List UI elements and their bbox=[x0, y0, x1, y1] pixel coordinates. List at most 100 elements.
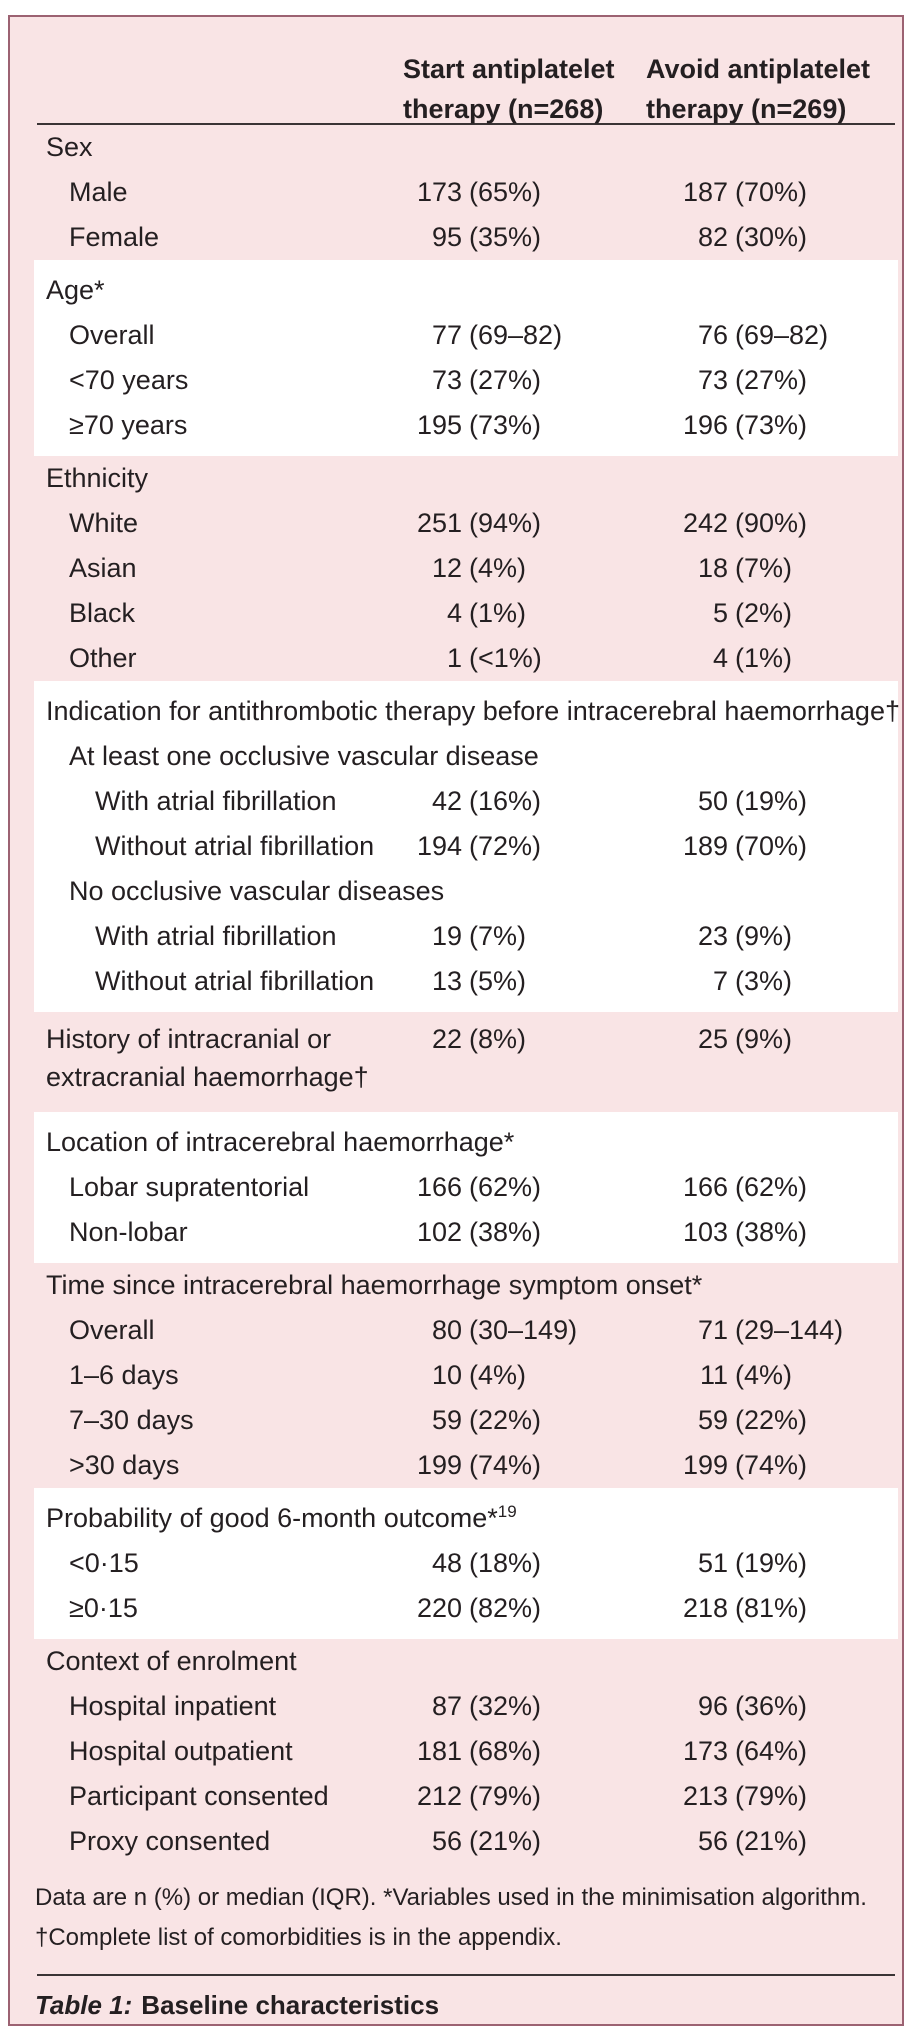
row-label: White bbox=[69, 508, 139, 538]
row-label: Hospital outpatient bbox=[69, 1736, 293, 1766]
c1-count: 166 bbox=[416, 1172, 462, 1202]
c2-percent: (27%) bbox=[735, 365, 808, 395]
c2-count: 103 bbox=[682, 1217, 728, 1247]
table-row: Sex bbox=[34, 125, 898, 170]
c2-count: 71 bbox=[697, 1315, 728, 1345]
table-section: Time since intracerebral haemorrhage sym… bbox=[34, 1263, 898, 1488]
c1-count: 10 bbox=[431, 1360, 462, 1390]
table-row: Male 173 (65%) 187 (70%) bbox=[34, 170, 898, 215]
c1-percent: (7%) bbox=[469, 921, 527, 951]
c1-percent: (4%) bbox=[469, 553, 527, 583]
c1-percent: (21%) bbox=[469, 1826, 542, 1856]
table-row: Ethnicity bbox=[34, 456, 898, 501]
row-label: Black bbox=[69, 598, 136, 628]
c2-count: 56 bbox=[697, 1826, 728, 1856]
row-label: <0·15 bbox=[69, 1548, 139, 1578]
c1-count: 56 bbox=[431, 1826, 462, 1856]
c2-percent: (3%) bbox=[735, 966, 793, 996]
c1-percent: (68%) bbox=[469, 1736, 542, 1766]
c1-count: 194 bbox=[416, 831, 462, 861]
caption-rule bbox=[37, 1974, 895, 1976]
c2-count: 11 bbox=[699, 1360, 728, 1390]
c1-percent: (62%) bbox=[469, 1172, 542, 1202]
table-body: Sex Male 173 (65%) 187 (70%) Female 95 (35%) 82 (3… bbox=[10, 125, 902, 1864]
column-header-start: Start antiplatelet therapy (n=268) bbox=[403, 54, 615, 124]
table-row: Location of intracerebral haemorrhage* bbox=[34, 1120, 898, 1165]
c2-count: 50 bbox=[697, 786, 728, 816]
table-header: Start antiplatelet therapy (n=268) Avoid a… bbox=[10, 17, 902, 124]
c2-count: 96 bbox=[697, 1691, 728, 1721]
column-header-avoid: Avoid antiplatelet therapy (n=269) bbox=[646, 54, 871, 124]
table-row: ≥0·15 220 (82%) 218 (81%) bbox=[34, 1586, 898, 1631]
row-label: ≥0·15 bbox=[69, 1593, 138, 1623]
row-label: Male bbox=[69, 177, 128, 207]
c1-percent: (16%) bbox=[469, 786, 542, 816]
c1-percent: (4%) bbox=[469, 1360, 527, 1390]
row-label: Probability of good 6-month outcome*19 bbox=[46, 1502, 517, 1533]
table-row: White 251 (94%) 242 (90%) bbox=[34, 501, 898, 546]
c1-percent: (73%) bbox=[469, 410, 542, 440]
table-section: Indication for antithrombotic therapy be… bbox=[34, 681, 900, 1012]
table-row: With atrial fibrillation 19 (7%) 23 (9%) bbox=[34, 914, 898, 959]
c2-percent: (70%) bbox=[735, 831, 808, 861]
footnote-line: †Complete list of comorbidities is in th… bbox=[35, 1924, 562, 1951]
c2-count: 166 bbox=[682, 1172, 728, 1202]
table-section: Ethnicity White 251 (94%) 242 (90%) Asian 12 (4%… bbox=[34, 456, 898, 681]
table-row: Age* bbox=[34, 268, 898, 313]
table-row: History of intracranial or extracranial … bbox=[34, 1012, 898, 1112]
table-row: At least one occlusive vascular disease bbox=[34, 734, 898, 779]
c2-percent: (19%) bbox=[735, 786, 808, 816]
table-row: Probability of good 6-month outcome*19 bbox=[34, 1496, 898, 1541]
row-label: Non-lobar bbox=[69, 1217, 188, 1247]
table-section: History of intracranial or extracranial … bbox=[34, 1012, 898, 1112]
c2-percent: (21%) bbox=[735, 1826, 808, 1856]
table-row: Black 4 (1%) 5 (2%) bbox=[34, 591, 898, 636]
table-row: >30 days 199 (74%) 199 (74%) bbox=[34, 1443, 898, 1488]
c2-percent: (38%) bbox=[735, 1217, 808, 1247]
c1-percent: (5%) bbox=[469, 966, 527, 996]
c2-percent: (1%) bbox=[735, 643, 793, 673]
c2-percent: (36%) bbox=[735, 1691, 808, 1721]
c1-count: 181 bbox=[416, 1736, 462, 1766]
table-row: Without atrial fibrillation 194 (72%) 189 (7… bbox=[34, 824, 898, 869]
table-row: Female 95 (35%) 82 (30%) bbox=[34, 215, 898, 260]
row-label: Overall bbox=[69, 1315, 155, 1345]
c1-percent: (94%) bbox=[469, 508, 542, 538]
c1-count: 1 bbox=[446, 643, 462, 673]
row-label: Lobar supratentorial bbox=[69, 1172, 310, 1202]
table-row: Lobar supratentorial 166 (62%) 166 (62%) bbox=[34, 1165, 898, 1210]
c1-count: 73 bbox=[431, 365, 462, 395]
table-row: With atrial fibrillation 42 (16%) 50 (19%) bbox=[34, 779, 898, 824]
row-label: Indication for antithrombotic therapy be… bbox=[46, 696, 900, 726]
row-label: <70 years bbox=[69, 365, 189, 395]
row-label: Sex bbox=[46, 132, 93, 162]
table-row: Proxy consented 56 (21%) 56 (21%) bbox=[34, 1819, 898, 1864]
c2-count: 199 bbox=[682, 1450, 728, 1480]
c2-percent: (64%) bbox=[735, 1736, 808, 1766]
c1-count: 19 bbox=[431, 921, 462, 951]
c2-percent: (29–144) bbox=[735, 1315, 844, 1345]
c2-count: 4 bbox=[712, 643, 728, 673]
table-row: Without atrial fibrillation 13 (5%) 7 (3%) bbox=[34, 959, 898, 1004]
table-row: Hospital inpatient 87 (32%) 96 (36%) bbox=[34, 1684, 898, 1729]
superscript-reference: 19 bbox=[497, 1502, 517, 1521]
c1-percent: (30–149) bbox=[469, 1315, 578, 1345]
row-label: Participant consented bbox=[69, 1781, 329, 1811]
c1-count: 4 bbox=[446, 598, 462, 628]
c2-count: 51 bbox=[697, 1548, 728, 1578]
c2-count: 18 bbox=[697, 553, 728, 583]
c1-percent: (1%) bbox=[469, 598, 527, 628]
c2-count: 187 bbox=[682, 177, 728, 207]
c1-percent: (18%) bbox=[469, 1548, 542, 1578]
table-row: Overall 80 (30–149) 71 (29–144) bbox=[34, 1308, 898, 1353]
table-row: Overall 77 (69–82) 76 (69–82) bbox=[34, 313, 898, 358]
c1-percent: (35%) bbox=[469, 222, 542, 252]
caption-title: Baseline characteristics bbox=[141, 1990, 440, 2020]
table-section: Sex Male 173 (65%) 187 (70%) Female 95 (35%) 82 (3… bbox=[34, 125, 898, 260]
c1-count: 12 bbox=[431, 553, 462, 583]
c2-percent: (2%) bbox=[735, 598, 793, 628]
table-row: Non-lobar 102 (38%) 103 (38%) bbox=[34, 1210, 898, 1255]
c1-percent: (74%) bbox=[469, 1450, 542, 1480]
c2-count: 73 bbox=[697, 365, 728, 395]
